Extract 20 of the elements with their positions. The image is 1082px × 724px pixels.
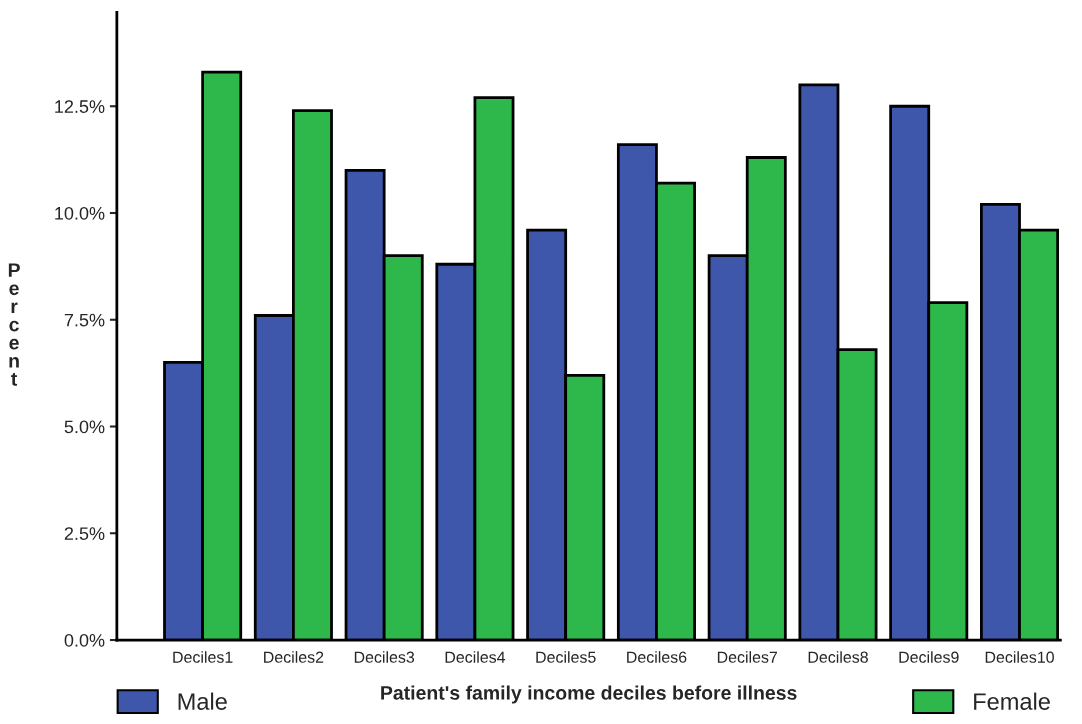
x-tick-label: Deciles6	[627, 651, 687, 663]
y-tick-label: 12.5%	[55, 100, 105, 113]
x-tick-label: Deciles3	[354, 651, 415, 663]
y-tick-label: 7.5%	[64, 313, 105, 327]
x-tick-label: Deciles4	[445, 651, 506, 663]
y-tick-label: 0.0%	[64, 633, 105, 647]
x-tick-label: Deciles10	[985, 651, 1054, 663]
y-tick-label: 5.0%	[64, 420, 105, 434]
x-tick-label: Deciles1	[173, 651, 233, 663]
x-tick-label: Deciles5	[536, 651, 596, 663]
legend-label: Female	[974, 692, 1050, 710]
x-axis-title: Patient's family income deciles before illness	[381, 685, 797, 704]
x-tick-label: Deciles7	[717, 651, 778, 663]
x-tick-label: Deciles9	[899, 651, 959, 663]
y-axis-title: Percent	[8, 263, 20, 386]
x-tick-label: Deciles2	[264, 651, 324, 663]
legend-label: Male	[178, 692, 227, 710]
y-tick-label: 10.0%	[55, 206, 105, 220]
y-tick-label: 2.5%	[64, 527, 105, 540]
x-tick-label: Deciles8	[808, 651, 868, 663]
